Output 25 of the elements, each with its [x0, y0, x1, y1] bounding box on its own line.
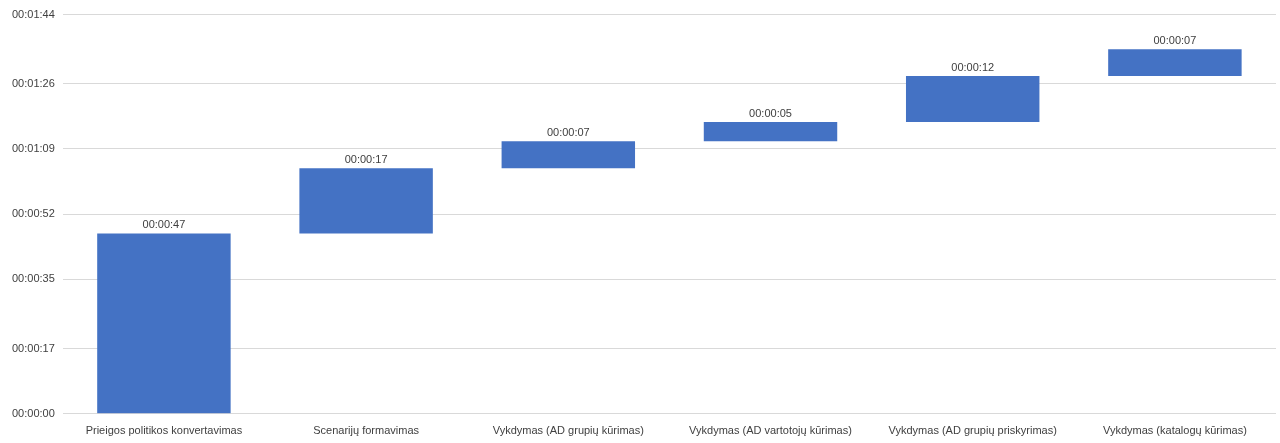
x-tick-label: Vykdymas (AD grupių kūrimas)	[492, 424, 644, 437]
x-tick-label: Vykdymas (AD grupių priskyrimas)	[888, 424, 1057, 437]
data-label: 00:00:17	[344, 152, 388, 165]
bar	[501, 141, 636, 169]
bar	[1108, 49, 1242, 77]
data-label: 00:00:12	[951, 60, 995, 73]
y-tick-label: 00:00:17	[11, 341, 55, 354]
y-tick-label: 00:01:26	[11, 76, 55, 89]
bar	[703, 122, 838, 142]
y-tick-label: 00:00:00	[11, 406, 55, 419]
x-tick-label: Scenarijų formavimas	[313, 424, 420, 437]
x-tick-label: Prieigos politikos konvertavimas	[85, 424, 243, 437]
data-label: 00:00:05	[749, 106, 792, 119]
y-tick-label: 00:01:09	[11, 141, 55, 154]
y-tick-label: 00:00:35	[11, 272, 55, 285]
x-tick-label: Vykdymas (AD vartotojų kūrimas)	[689, 424, 852, 437]
y-tick-label: 00:00:52	[11, 207, 55, 220]
y-tick-label: 00:01:44	[11, 7, 55, 20]
data-label: 00:00:07	[546, 125, 590, 138]
bar	[299, 168, 433, 234]
data-label: 00:00:07	[1153, 33, 1197, 46]
x-tick-label: Vykdymas (katalogų kūrimas)	[1102, 424, 1247, 437]
data-label: 00:00:47	[142, 217, 186, 230]
bar	[97, 233, 231, 414]
bar	[905, 76, 1040, 123]
